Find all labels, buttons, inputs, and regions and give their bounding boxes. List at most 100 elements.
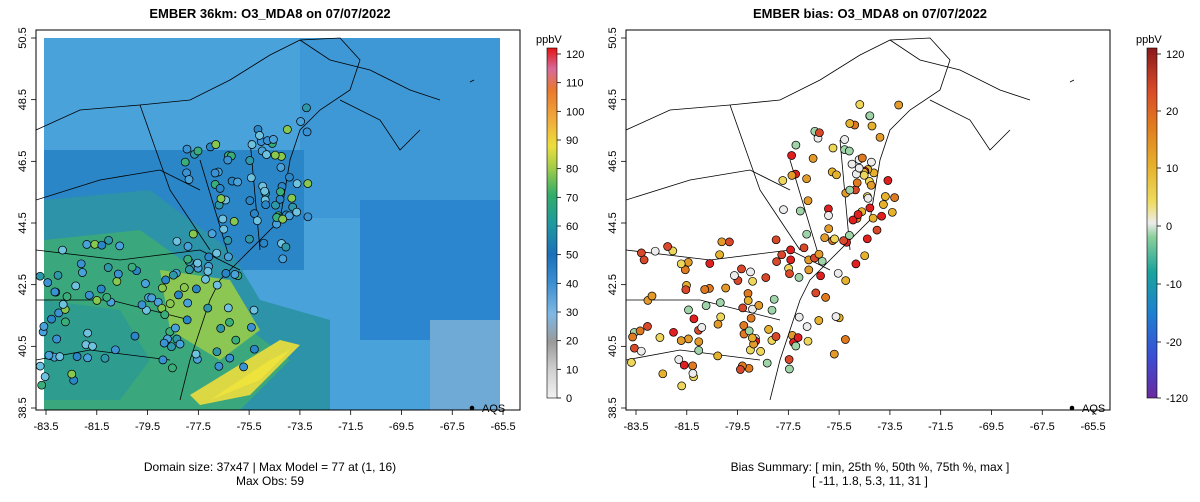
bias-station-dot <box>715 298 725 307</box>
bias-x-tick-label: -79.5 <box>725 421 750 433</box>
model-station-dot <box>223 155 233 165</box>
model-colorbar-tick-label: 70 <box>566 192 578 204</box>
model-station-dot <box>276 187 285 197</box>
bias-station-dot <box>697 323 707 332</box>
model-station-dot <box>259 238 269 248</box>
bias-station-dot <box>684 305 693 315</box>
model-station-dot <box>270 150 280 160</box>
bias-station-dot <box>684 334 693 344</box>
model-station-dot <box>158 355 168 365</box>
bias-station-dot <box>715 250 724 260</box>
model-station-dot <box>250 344 259 354</box>
bias-x-tick-label: -69.5 <box>979 421 1004 433</box>
model-station-dot <box>247 140 257 149</box>
bias-station-dot <box>746 313 756 323</box>
model-station-dot <box>225 317 234 327</box>
bias-y-tick-label: 50.5 <box>607 27 619 48</box>
bias-station-dot <box>866 180 876 190</box>
bias-station-dot <box>799 243 809 253</box>
bias-station-dot <box>831 312 841 321</box>
model-x-tick-label: -81.5 <box>84 421 109 433</box>
model-station-dot <box>44 350 54 360</box>
bias-station-dot <box>694 337 704 347</box>
model-station-dot <box>229 217 239 226</box>
model-station-dot <box>40 372 50 382</box>
model-station-dot <box>292 179 302 189</box>
model-station-dot <box>172 236 182 246</box>
bias-station-dot <box>793 333 803 342</box>
bias-station-dot <box>730 271 739 280</box>
bias-station-dot <box>688 361 698 371</box>
bias-station-dot <box>771 332 781 341</box>
bias-station-dot <box>853 210 863 219</box>
model-station-dot <box>55 352 65 361</box>
bias-station-dot <box>845 119 855 128</box>
bias-station-dot <box>713 319 723 329</box>
bias-station-dot <box>635 326 645 336</box>
model-colorbar-tick-label: 20 <box>566 336 578 348</box>
bias-station-dot <box>767 305 777 315</box>
bias-station-dot <box>786 245 795 255</box>
bias-station-dot <box>820 233 830 243</box>
model-colorbar <box>546 47 558 399</box>
model-colorbar-ticks: 0 10 20 30 40 50 60 70 80 90 100 110 120 <box>557 49 584 405</box>
bias-station-dot <box>808 154 818 163</box>
model-station-dot <box>281 242 291 252</box>
model-station-dot <box>160 310 170 320</box>
model-map-title: EMBER 36km: O3_MDA8 on 07/07/2022 <box>149 6 391 21</box>
model-field <box>36 30 520 410</box>
bias-station-dot <box>658 369 668 379</box>
bias-y-tick-label: 42.5 <box>607 274 619 295</box>
model-station-dot <box>215 184 225 193</box>
bias-station-dot <box>802 322 812 331</box>
model-station-dot <box>292 207 302 217</box>
model-station-dot <box>111 345 120 355</box>
model-station-dot <box>201 274 210 284</box>
model-colorbar-tick-label: 80 <box>566 164 578 176</box>
bias-station-dot <box>680 265 690 275</box>
bias-station-dot <box>887 207 897 217</box>
model-station-dot <box>230 270 240 279</box>
model-station-dot <box>130 331 140 341</box>
model-station-dot <box>278 214 288 224</box>
model-colorbar-tick-label: 50 <box>566 250 578 262</box>
bias-station-dot <box>832 170 841 180</box>
bias-station-dot <box>663 242 672 251</box>
bias-station-dot <box>772 257 781 266</box>
model-station-dot <box>147 293 157 303</box>
model-x-tick-label: -69.5 <box>389 421 414 433</box>
model-station-dot <box>50 287 60 297</box>
bias-station-dot <box>677 381 687 391</box>
model-station-dot <box>233 177 242 187</box>
bias-station-dot <box>804 265 814 275</box>
model-station-dot <box>296 117 305 126</box>
bias-colorbar-tick-label: 120 <box>1166 49 1184 61</box>
bias-y-tick-label: 38.5 <box>607 397 619 418</box>
model-station-dot <box>255 131 264 140</box>
model-station-dot <box>58 300 68 309</box>
bias-station-dot <box>877 211 886 221</box>
bias-station-dot <box>639 255 649 265</box>
bias-station-dot <box>814 249 824 259</box>
bias-station-dot <box>814 316 824 325</box>
bias-station-dot <box>787 171 797 180</box>
bias-station-dot <box>848 215 858 225</box>
model-station-dot <box>193 146 203 156</box>
bias-station-dot <box>771 235 781 245</box>
bias-footer-line1: Bias Summary: [ min, 25th %, 50th %, 75t… <box>730 460 1010 474</box>
model-station-dot <box>303 212 313 222</box>
model-station-dot <box>219 224 229 234</box>
bias-station-dot <box>725 237 734 247</box>
bias-station-dot <box>811 288 821 298</box>
model-station-dot <box>115 241 125 251</box>
bias-station-dot <box>700 285 710 294</box>
bias-station-dot <box>824 211 833 220</box>
model-aqs-legend-label: AQS <box>482 403 505 415</box>
model-station-dot <box>276 162 286 172</box>
model-station-dot <box>207 229 217 239</box>
bias-station-dot <box>868 213 878 223</box>
model-aqs-legend-dot <box>469 405 475 411</box>
bias-station-dot <box>628 332 637 342</box>
bias-station-dot <box>754 301 764 310</box>
model-station-dot <box>161 275 171 285</box>
